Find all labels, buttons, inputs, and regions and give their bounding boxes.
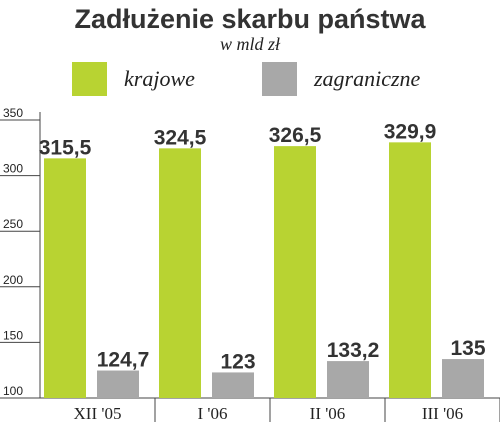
y-tick-label: 200	[3, 273, 23, 287]
x-tick-label: III '06	[422, 404, 463, 423]
x-tick-label: XII '05	[74, 404, 122, 423]
legend-swatch	[72, 62, 107, 96]
legend-label: krajowe	[124, 66, 195, 91]
bar	[212, 372, 254, 398]
x-tick-label: I '06	[198, 404, 228, 423]
y-tick-label: 300	[3, 162, 23, 176]
legend-swatch	[262, 62, 297, 96]
y-tick-label: 350	[3, 106, 23, 120]
value-label: 135	[450, 337, 485, 360]
x-tick-label: II '06	[310, 404, 346, 423]
bar	[327, 361, 369, 398]
value-label: 324,5	[154, 126, 207, 149]
bar	[159, 148, 201, 398]
value-label: 133,2	[327, 339, 380, 362]
value-label: 315,5	[39, 136, 92, 159]
y-tick-label: 250	[3, 217, 23, 231]
bar	[442, 359, 484, 398]
bar	[274, 146, 316, 398]
value-label: 123	[220, 350, 255, 373]
y-tick-label: 100	[3, 384, 23, 398]
legend-label: zagraniczne	[313, 66, 421, 91]
bar	[389, 142, 431, 398]
chart-title: Zadłużenie skarbu państwa	[74, 4, 426, 34]
value-label: 326,5	[269, 124, 322, 147]
y-tick-label: 150	[3, 328, 23, 342]
value-label: 329,9	[384, 120, 437, 143]
bar	[97, 370, 139, 398]
chart-subtitle: w mld zł	[220, 34, 281, 54]
value-label: 124,7	[97, 349, 150, 372]
bar	[44, 158, 86, 398]
